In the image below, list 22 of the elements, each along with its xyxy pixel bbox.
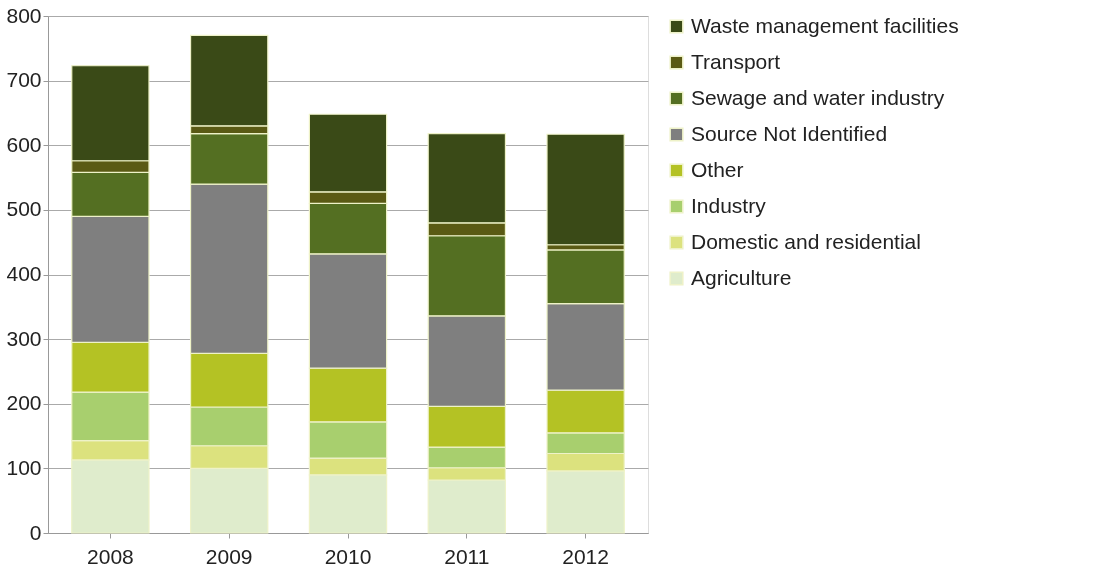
y-tick-label: 500 [6,197,42,221]
legend-label: Domestic and residential [691,229,921,253]
x-tick-label: 2008 [87,544,134,568]
y-tick-label: 0 [29,520,42,544]
legend-label: Agriculture [691,265,792,289]
legend-label: Other [691,157,744,181]
y-tick-label: 700 [6,68,42,92]
y-tick-label: 600 [6,132,42,156]
legend-label: Industry [691,193,767,217]
x-tick-label: 2011 [444,544,490,568]
y-tick-label: 800 [6,3,42,27]
y-tick-label: 300 [6,326,42,350]
x-tick-label: 2009 [205,544,253,568]
legend-label: Source Not Identified [691,121,888,145]
legend-label: Sewage and water industry [691,85,945,109]
x-tick-label: 2012 [562,544,609,568]
legend-label: Transport [691,49,781,73]
x-tick-label: 2010 [324,544,372,568]
y-tick-label: 200 [6,391,42,415]
y-tick-label: 400 [6,262,42,285]
legend-label: Waste management facilities [691,13,959,37]
y-tick-label: 100 [6,455,42,479]
